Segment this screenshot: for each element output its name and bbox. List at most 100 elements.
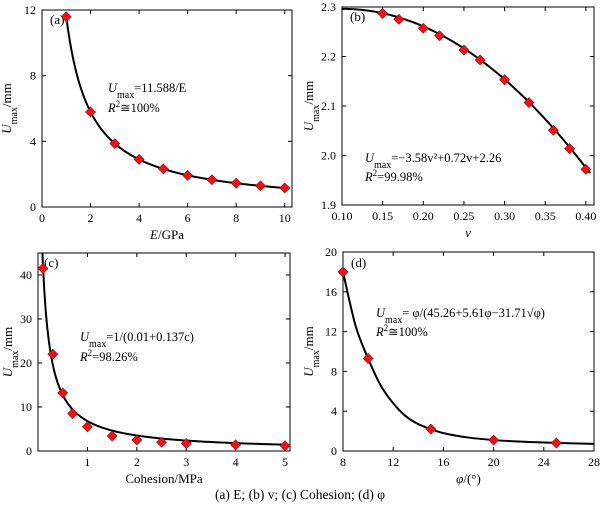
y-tick-label: 2.2 [321,50,336,64]
fit-r2-var: R [364,170,373,184]
fit-equation-sub: max [374,160,391,171]
plot-frame [342,251,595,452]
x-tick-label: 2 [88,211,94,225]
data-point [337,266,349,278]
fit-equation-var: U [376,306,386,320]
x-axis-label-main: Cohesion/MPa [125,471,203,486]
y-axis-label-sub: max [311,350,322,367]
data-point [255,180,266,192]
data-point [425,423,437,435]
data-point [85,106,96,118]
y-axis-label-main: U [0,366,15,377]
x-axis-label-unit: /(°) [463,471,480,486]
data-point [564,143,576,154]
y-axis-label: Umax/mm [301,326,322,376]
fit-equation: Umax=11.588/E [108,81,187,101]
data-point [488,434,500,446]
y-axis-label-unit: /mm [0,83,14,107]
fit-equation-sub: max [117,90,134,101]
data-point [393,13,405,25]
x-axis-label: φ/(°) [456,471,481,486]
fit-equation-rest: =−3.58v²+0.72v+2.26 [391,151,501,165]
fit-r2-rest: ≅100% [388,325,428,339]
x-axis-label-unit: /GPa [158,227,184,242]
data-point [57,387,69,399]
fit-equation: Umax=−3.58v²+0.72v+2.26 [365,151,501,171]
panel-label: (d) [351,255,366,270]
fit-r2-var: R [79,350,88,364]
x-axis-label-main: E [149,227,158,242]
x-tick-label: 3 [183,455,189,469]
data-point [37,262,49,274]
fit-equation-rest: = φ/(45.26+5.61φ−31.71√φ) [402,306,545,320]
fit-r2-exp: 2 [116,99,121,109]
fit-r2-var: R [375,325,384,339]
fit-equation-var: U [365,151,375,165]
figure-caption: (a) E; (b) v; (c) Cohesion; (d) φ [215,487,385,502]
chart-panel-4: 8 12 16 20 24 28048121620(d)φ/(°)Umax/mmUmax=… [301,245,600,486]
fit-r2-var: R [107,101,116,115]
y-tick-label: 0 [30,200,36,214]
fit-r2: R2=99.98% [364,168,423,184]
x-tick-label: 6 [185,211,191,225]
x-tick-label: 10 [279,211,291,225]
fit-r2-rest: ≅100% [120,101,160,115]
data-point [230,439,242,451]
plot-frame [37,252,291,452]
data-point [580,163,592,175]
x-tick-label: 4 [136,211,142,225]
y-tick-label: 10 [20,400,32,414]
data-point [182,169,194,181]
data-point [60,11,72,23]
x-tick-label: 8 [233,211,239,225]
y-axis-label-unit: /mm [0,327,15,351]
panel-label: (a) [50,12,64,27]
y-axis-label-sub: max [311,105,322,122]
data-point [157,163,169,175]
y-axis-label-main: U [0,123,14,134]
fit-r2-rest: =99.98% [377,170,423,184]
x-axis-label: v [465,225,471,240]
x-tick-label: 0.25 [453,209,474,223]
y-tick-label: 12 [24,3,36,17]
x-tick-label: 0.30 [494,209,515,223]
fit-r2-exp: 2 [373,168,378,178]
fit-equation-var: U [108,81,118,95]
y-tick-label: 0 [331,444,337,458]
x-axis-label-main: φ [456,471,463,486]
data-point [377,8,389,19]
x-axis-label: Cohesion/MPa [125,471,203,486]
fit-equation-rest: =11.588/E [134,81,186,95]
y-tick-label: 20 [325,245,337,259]
y-tick-label: 16 [325,285,337,299]
data-point [109,138,121,150]
y-tick-label: 8 [30,69,36,83]
data-point [133,153,145,165]
fit-equation: Umax=1/(0.01+0.137c) [80,330,194,350]
y-tick-label: 40 [20,268,32,282]
data-point [547,124,559,136]
panel-label: (b) [350,9,365,24]
data-point [279,182,291,194]
fit-curve [342,7,591,174]
data-point [156,436,167,448]
fit-r2: R2≅100% [107,99,160,115]
fit-r2-exp: 2 [88,348,93,358]
y-tick-label: 0 [26,444,32,458]
fit-curve [64,12,290,190]
plot-frame [41,9,293,208]
y-tick-label: 2.0 [321,149,336,163]
fit-curve [343,271,594,445]
x-tick-label: 0.40 [575,209,596,223]
x-axis-label-main: v [465,225,471,240]
data-point [230,177,242,189]
y-axis-label-unit: /mm [301,81,316,105]
fit-r2: R2=98.26% [79,348,138,364]
y-axis-label-sub: max [10,351,21,368]
y-tick-label: 4 [30,134,36,148]
fit-r2-rest: =98.26% [92,350,138,364]
data-point [550,437,562,449]
fit-equation-sub: max [385,315,402,326]
